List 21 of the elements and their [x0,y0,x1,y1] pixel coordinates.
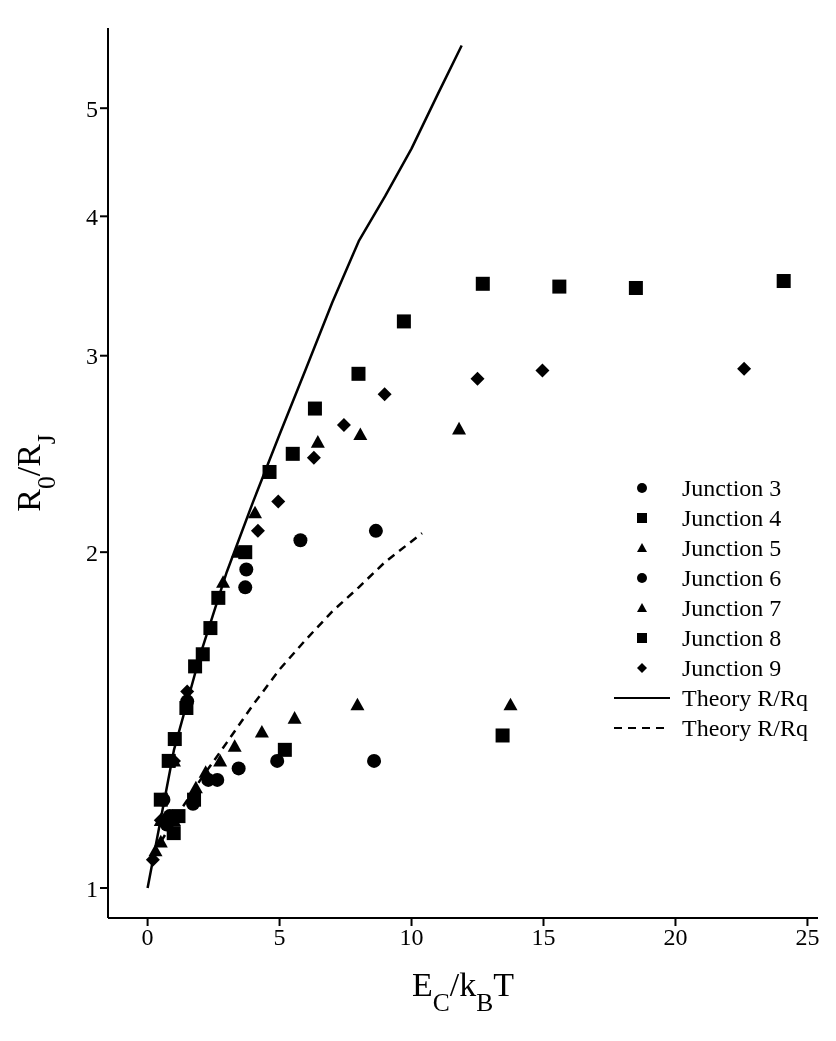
legend-label: Theory R/Rq [682,714,808,743]
legend-label: Junction 5 [682,534,782,563]
x-tick-label: 25 [795,924,820,951]
y-tick-label: 2 [86,539,98,566]
x-axis-title: E$_{C}$/k$_{B}$T [411,966,515,1017]
y-tick-label: 5 [86,95,98,122]
legend-label: Junction 3 [682,474,782,503]
x-tick-label: 5 [273,924,286,951]
x-tick-label: 10 [399,924,424,951]
x-tick-label: 20 [663,924,688,951]
legend-label: Junction 4 [682,504,782,533]
legend-label: Junction 7 [682,594,782,623]
legend-label: Junction 8 [682,624,782,653]
legend-label: Theory R/Rq [682,684,808,713]
x-tick-label: 15 [531,924,556,951]
y-tick-label: 1 [86,875,98,902]
legend-label: Junction 9 [682,654,782,683]
x-tick-label: 0 [141,924,154,951]
y-tick-label: 4 [86,203,98,230]
legend-label: Junction 6 [682,564,782,593]
y-tick-label: 3 [86,343,98,370]
